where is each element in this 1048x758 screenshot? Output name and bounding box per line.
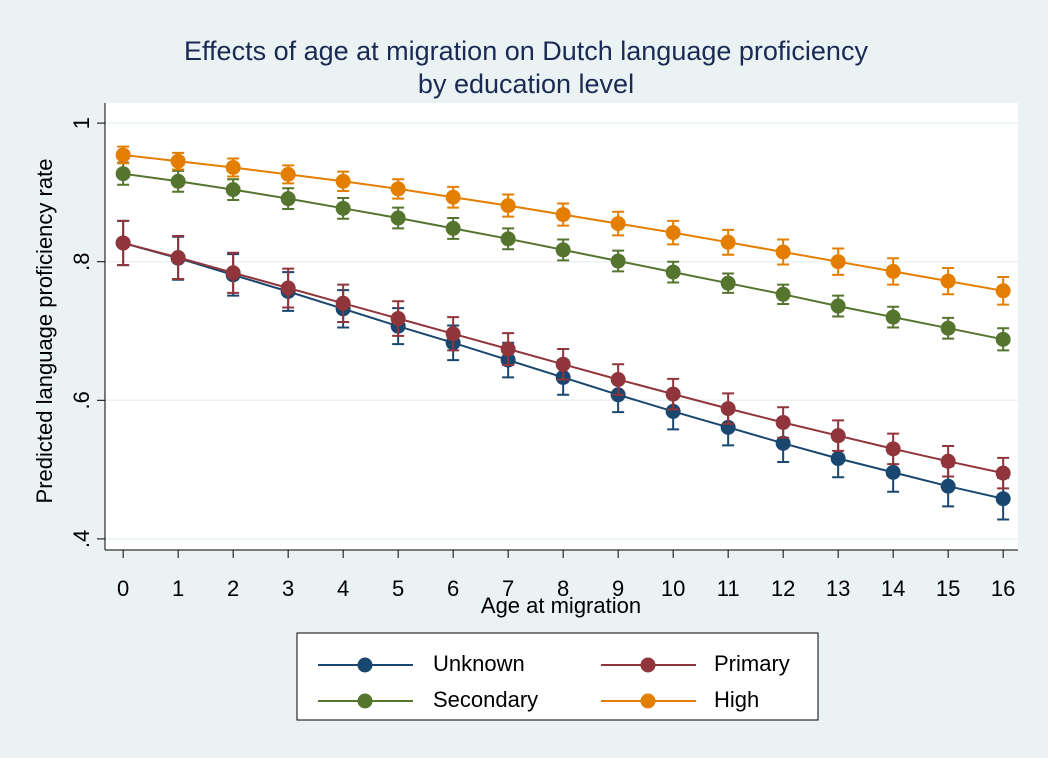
point [445,326,461,342]
x-tick-label: 8 [557,576,569,601]
point [445,220,461,236]
point [665,225,681,241]
point [445,189,461,205]
x-tick-label: 1 [172,576,184,601]
point [665,403,681,419]
x-tick-label: 5 [392,576,404,601]
point [280,166,296,182]
point [775,244,791,260]
point [555,207,571,223]
point [940,453,956,469]
point [500,231,516,247]
y-tick-label: .8 [69,253,94,271]
x-tick-label: 13 [826,576,850,601]
y-axis-label: Predicted language proficiency rate [32,159,57,504]
x-tick-label: 4 [337,576,349,601]
point [830,298,846,314]
point [940,478,956,494]
point [170,250,186,266]
legend [296,632,819,721]
x-tick-label: 14 [881,576,905,601]
x-tick-label: 6 [447,576,459,601]
legend-marker [640,693,656,709]
point [995,331,1011,347]
point [335,200,351,216]
legend-label: Unknown [433,651,525,676]
chart-title: by education level [418,69,634,99]
legend-marker [640,657,656,673]
point [610,372,626,388]
point [720,234,736,250]
point [720,401,736,417]
point [390,311,406,327]
legend-marker [357,693,373,709]
point [775,286,791,302]
point [280,280,296,296]
legend-label: Secondary [433,687,538,712]
point [115,235,131,251]
point [610,216,626,232]
point [170,173,186,189]
point [720,275,736,291]
y-tick-label: .6 [69,391,94,409]
point [225,182,241,198]
x-tick-label: 11 [717,576,740,601]
point [555,356,571,372]
point [225,159,241,175]
point [830,428,846,444]
point [390,181,406,197]
x-tick-label: 3 [282,576,294,601]
point [775,435,791,451]
point [995,283,1011,299]
point [775,414,791,430]
point [940,320,956,336]
point [115,147,131,163]
point [610,253,626,269]
legend-marker [357,657,373,673]
point [500,341,516,357]
point [170,153,186,169]
point [830,254,846,270]
legend-label: Primary [714,651,790,676]
x-tick-label: 0 [117,576,129,601]
point [940,273,956,289]
point [500,198,516,214]
x-tick-label: 12 [771,576,795,601]
point [555,242,571,258]
point [995,465,1011,481]
point [665,386,681,402]
point [390,210,406,226]
x-tick-label: 2 [227,576,239,601]
y-tick-label: 1 [69,117,94,129]
x-tick-label: 9 [612,576,624,601]
point [885,309,901,325]
point [335,173,351,189]
chart-title: Effects of age at migration on Dutch lan… [184,36,868,66]
point [335,295,351,311]
x-tick-label: 16 [991,576,1015,601]
plot-area [105,103,1018,550]
point [885,263,901,279]
y-tick-label: .4 [69,530,94,548]
point [885,464,901,480]
x-tick-label: 15 [936,576,960,601]
point [830,451,846,467]
point [115,166,131,182]
x-axis-label: Age at migration [481,593,641,618]
x-tick-label: 7 [502,576,514,601]
point [995,491,1011,507]
point [225,265,241,281]
point [280,191,296,207]
point [665,264,681,280]
point [885,441,901,457]
x-tick-label: 10 [661,576,685,601]
legend-label: High [714,687,759,712]
